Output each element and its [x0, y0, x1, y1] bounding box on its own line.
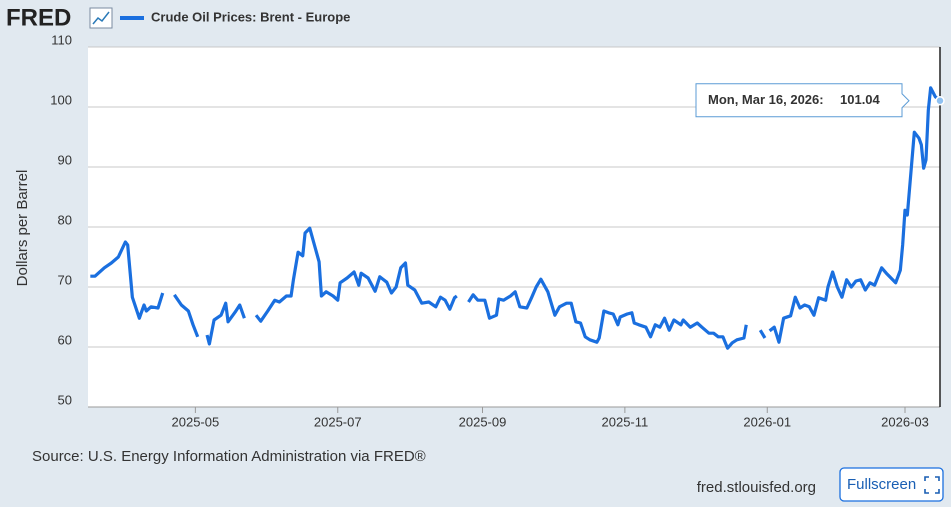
y-tick-label: 60	[58, 332, 72, 347]
x-tick-label: 2025-05	[172, 414, 220, 429]
tooltip-date: Mon, Mar 16, 2026:	[708, 92, 824, 107]
y-tick-label: 100	[50, 92, 72, 107]
logo-icon	[89, 7, 113, 29]
tooltip-value: 101.04	[840, 92, 881, 107]
tooltip-box	[695, 83, 910, 118]
y-tick-label: 80	[58, 212, 72, 227]
x-tick-label: 2025-11	[602, 414, 649, 429]
x-tick-label: 2025-09	[459, 414, 507, 429]
x-tick-label: 2026-03	[881, 414, 929, 429]
plot: 50 60 70 80 90 100 110 2025-05 2025-07 2025-09 202…	[50, 32, 945, 429]
legend-label: Crude Oil Prices: Brent - Europe	[151, 9, 350, 24]
y-tick-label: 110	[51, 32, 72, 47]
series-line	[90, 86, 942, 350]
tooltip: Mon, Mar 16, 2026: 101.04	[695, 83, 910, 118]
fred-logo: FRED	[6, 4, 71, 31]
x-tick-label: 2026-01	[743, 414, 791, 429]
x-tick-label: 2025-07	[314, 414, 362, 429]
hover-point	[935, 96, 945, 106]
y-tick-label: 50	[58, 392, 72, 407]
y-tick-label: 90	[58, 152, 72, 167]
button-label[interactable]: Fullscreen	[847, 476, 916, 493]
site-url: fred.stlouisfed.org	[697, 479, 816, 496]
source: Source: U.S. Energy Information Administ…	[32, 448, 426, 465]
fullscreen-button[interactable]: Fullscreen	[839, 467, 944, 502]
y-axis-label: Dollars per Barrel	[14, 170, 31, 287]
y-tick-label: 70	[58, 272, 72, 287]
